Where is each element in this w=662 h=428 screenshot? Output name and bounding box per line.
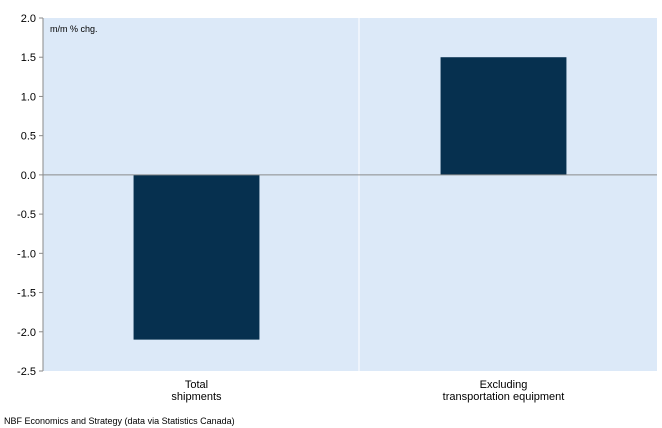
y-tick-label: 1.0 [21, 91, 36, 103]
x-category-label-line: shipments [171, 391, 222, 403]
bar [440, 57, 567, 175]
x-category-label-line: Excluding [480, 379, 528, 391]
y-tick-label: 0.5 [21, 131, 36, 143]
bar [133, 174, 260, 340]
y-tick-label: -1.0 [17, 248, 36, 260]
x-category-label-line: transportation equipment [443, 391, 565, 403]
bars-group [133, 57, 567, 340]
x-axis: Total shipments Excluding transportation eq… [171, 379, 564, 403]
source-note: NBF Economics and Strategy (data via Sta… [4, 416, 235, 426]
y-tick-label: -0.5 [17, 209, 36, 221]
x-category-label: Total shipments [171, 379, 222, 403]
y-tick-label: -1.5 [17, 288, 36, 300]
y-tick-label: 0.0 [21, 170, 36, 182]
y-tick-label: -2.5 [17, 366, 36, 378]
y-axis: 2.0 1.5 1.0 0.5 0.0 -0.5 -1.0 -1.5 -2.0 -2.5 [17, 13, 43, 378]
x-category-label-line: Total [185, 379, 208, 391]
unit-label: m/m % chg. [50, 24, 98, 34]
y-tick-label: -2.0 [17, 327, 36, 339]
x-category-label: Excluding transportation equipment [443, 379, 565, 403]
y-tick-label: 1.5 [21, 52, 36, 64]
y-tick-label: 2.0 [21, 13, 36, 25]
